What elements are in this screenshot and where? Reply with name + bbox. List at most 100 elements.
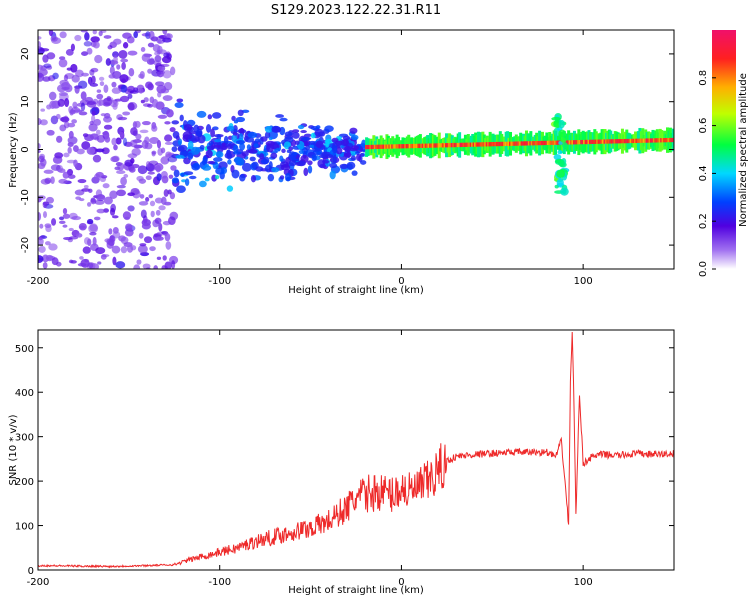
spectrogram-blob [79, 225, 86, 229]
spectrogram-blob [111, 87, 122, 94]
spectrogram-blob [300, 130, 307, 134]
spectrogram-blob [120, 58, 129, 63]
spectrogram-blob [167, 189, 172, 195]
spectrogram-blob [46, 129, 55, 136]
spectrogram-blob [298, 150, 304, 154]
spectrogram-blob [103, 124, 113, 130]
spectrogram-blob [350, 153, 356, 157]
spectrogram-blob [105, 58, 111, 66]
spectrogram-blob [329, 170, 336, 180]
spectrogram-blob [95, 171, 104, 178]
spectrogram-blob [245, 136, 255, 143]
spectrogram-y-ticks: -20 -10 0 10 20 [20, 48, 674, 253]
spectrogram-blob [176, 98, 184, 103]
spectrogram-blob [55, 113, 61, 120]
spectrogram-blob [99, 81, 105, 87]
spectrogram-blob [95, 189, 103, 198]
spectrogram-blob [160, 88, 170, 94]
spectrogram-blob [226, 149, 232, 157]
chart-title: S129.2023.122.22.31.R11 [271, 3, 441, 18]
spectrogram-blob [127, 153, 138, 159]
spectrogram-blob [148, 30, 155, 40]
spectrogram-blob [331, 137, 339, 143]
spectrogram-blob [168, 174, 174, 179]
spectrogram-blob [238, 128, 245, 134]
spectrogram-blob [38, 143, 41, 150]
spectrogram-blob [296, 160, 306, 167]
spectrogram-blob [147, 68, 153, 74]
spectrogram-blob [121, 62, 126, 70]
snr-frame [37, 329, 675, 571]
spectrogram-blob [250, 174, 257, 183]
spectrogram-blob [311, 154, 317, 162]
spectrogram-blob [136, 175, 144, 182]
spectrogram-blob [204, 163, 209, 168]
spectrogram-blob [74, 189, 85, 196]
spectrogram-blob [113, 55, 118, 63]
spectrogram-blob [59, 31, 67, 39]
spectrogram-blob [108, 74, 116, 79]
spectrogram-blob [79, 256, 84, 260]
spectrogram-blob [82, 246, 91, 254]
spectrogram-blob [134, 120, 141, 128]
spectrogram-blob [316, 151, 322, 155]
spectrogram-blob [557, 159, 565, 167]
spectrogram-blob [155, 236, 164, 241]
spectrogram-blob [201, 165, 212, 171]
colorbar-tick-label: 0.2 [698, 213, 709, 229]
spectrogram-blob [294, 140, 300, 145]
spectrogram-blob [113, 144, 118, 151]
spectrogram-blob [86, 100, 97, 108]
spectrogram-blob [38, 41, 42, 50]
spectrogram-blob [154, 197, 164, 204]
spectrogram-blob [43, 169, 54, 174]
spectrogram-blob [139, 129, 149, 134]
spectrogram-blob [184, 178, 190, 186]
spectrogram-blob [332, 154, 337, 164]
spectrogram-blob [38, 237, 44, 246]
spectrogram-blob [169, 127, 176, 133]
spectrogram-blob [160, 63, 170, 67]
spectrogram-blob [151, 125, 158, 132]
spectrogram-blob [149, 200, 156, 207]
spectrogram-blob [279, 155, 284, 162]
spectrogram-blob [108, 228, 113, 235]
spectrogram-blob [48, 243, 58, 251]
spectrogram-blob [303, 167, 309, 177]
spectrogram-blob [127, 227, 133, 232]
spectrogram-blob [139, 194, 145, 199]
spectrogram-blob [556, 178, 564, 187]
spectrogram-blob [122, 42, 129, 49]
spectrogram-blob [109, 235, 116, 243]
spectrogram-blob [560, 187, 569, 196]
spectrogram-blob [127, 50, 138, 56]
spectrogram-blob [325, 153, 334, 159]
spectrogram-blob [89, 83, 99, 87]
spectrogram-blob [74, 85, 80, 94]
spectrogram-blob [88, 123, 98, 132]
spectrogram-blob [214, 174, 220, 180]
spectrogram-blob [288, 159, 297, 167]
spectrogram-blob [51, 257, 59, 266]
spectrogram-blob [268, 161, 273, 170]
spectrogram-blob [147, 164, 156, 172]
spectrogram-blob [118, 235, 126, 242]
spectrogram-blob [189, 175, 197, 180]
spectrogram-blob [138, 201, 149, 206]
spectrogram-blob [80, 102, 86, 112]
spectrogram-blob [553, 154, 562, 160]
spectrogram-blob [152, 98, 159, 108]
spectrogram-blob [119, 131, 124, 137]
spectrogram-blob [562, 142, 568, 149]
spectrogram-blob [145, 81, 153, 89]
spectrogram-blob [133, 264, 141, 269]
spectrogram-blob [123, 174, 129, 178]
spectrogram-blob [175, 154, 185, 159]
spectrogram-blob [361, 139, 367, 149]
spectrogram-blob [111, 245, 121, 254]
spectrogram-blob [560, 137, 567, 143]
spectrogram-blob [154, 51, 161, 56]
spectrogram-blob [227, 159, 232, 165]
spectrogram-blob [44, 241, 51, 246]
spectrogram-blob [162, 95, 173, 101]
